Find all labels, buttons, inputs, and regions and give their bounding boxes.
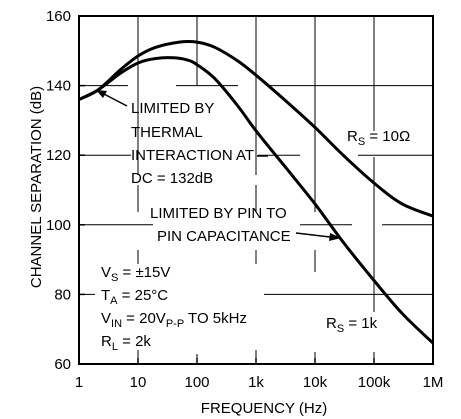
series-line-rs-10ohm	[78, 39, 434, 218]
annotations: RS = 10Ω RS = 1k LIMITED BY THERMAL INTERACT…	[96, 90, 410, 353]
annotation-pin-arrowhead	[329, 233, 341, 241]
annotation-pin-leader	[295, 232, 331, 238]
condition-line: RL = 2k	[101, 333, 151, 353]
y-tick-label: 80	[54, 286, 71, 303]
grid	[79, 16, 433, 364]
y-tick-label: 100	[46, 217, 71, 234]
y-tick-label: 140	[46, 78, 71, 95]
annotation-thermal-arrowhead	[96, 90, 107, 98]
series-lines	[78, 39, 435, 345]
annotation-thermal-line: INTERACTION AT	[131, 147, 254, 164]
y-tick-label: 160	[46, 8, 71, 25]
x-tick-label: 10	[130, 374, 147, 391]
annotation-pin-line: PIN CAPACITANCE	[157, 228, 291, 245]
annotation-thermal-line: DC = 132dB	[131, 170, 213, 187]
series-line-rs-1k	[78, 56, 435, 345]
x-tick-label: 10k	[303, 374, 328, 391]
y-axis-label: CHANNEL SEPARATION (dB)	[28, 86, 45, 288]
annotation-thermal-leader	[101, 92, 128, 107]
condition-line: TA = 25°C	[101, 287, 168, 307]
condition-line: VIN = 20VP-P TO 5kHz	[101, 310, 247, 330]
annotation-thermal-line: THERMAL	[131, 124, 203, 141]
series-label-rs-1k: RS = 1k	[326, 315, 378, 335]
y-tick-label: 60	[54, 356, 71, 373]
series-label-rs-10ohm: RS = 10Ω	[347, 128, 410, 148]
x-axis-label: FREQUENCY (Hz)	[201, 400, 327, 417]
x-tick-label: 1k	[248, 374, 264, 391]
y-tick-label: 120	[46, 147, 71, 164]
x-tick-label: 1	[75, 374, 83, 391]
annotation-thermal-line: LIMITED BY	[131, 100, 214, 117]
tick-labels: 1 10 100 1k 10k 100k 1M 60 80 100 120 140 160	[46, 8, 443, 391]
x-tick-label: 100k	[358, 374, 391, 391]
annotation-pin-line: LIMITED BY PIN TO	[150, 205, 287, 222]
x-tick-label: 100	[184, 374, 209, 391]
condition-line: VS = ±15V	[101, 264, 170, 284]
x-tick-label: 1M	[423, 374, 444, 391]
